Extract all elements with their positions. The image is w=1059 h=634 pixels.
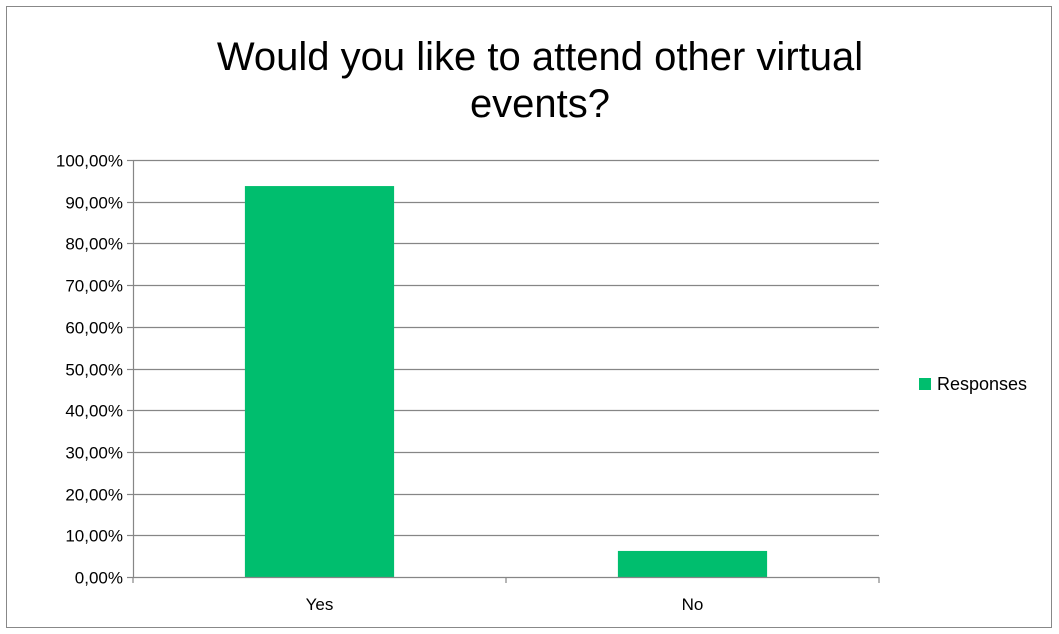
- y-tick-label: 90,00%: [65, 194, 123, 213]
- x-tick-label: Yes: [306, 595, 334, 614]
- chart-frame: [6, 6, 1052, 628]
- y-tick-label: 40,00%: [65, 402, 123, 421]
- chart-title-line-2: events?: [470, 82, 610, 126]
- legend-label-responses: Responses: [937, 374, 1027, 394]
- y-tick-label: 50,00%: [65, 361, 123, 380]
- y-tick-label: 30,00%: [65, 444, 123, 463]
- y-tick-label: 20,00%: [65, 486, 123, 505]
- y-tick-label: 70,00%: [65, 277, 123, 296]
- x-tick-label: No: [682, 595, 704, 614]
- bar-no: [617, 550, 768, 577]
- legend: Responses: [919, 374, 1027, 394]
- y-tick-label: 60,00%: [65, 319, 123, 338]
- bar-yes: [244, 186, 395, 577]
- y-tick-label: 10,00%: [65, 527, 123, 546]
- y-tick-label: 0,00%: [75, 569, 123, 588]
- axes: 0,00% 10,00% 20,00% 30,00% 40,00% 50,00% 60,00…: [56, 152, 880, 614]
- bars: [244, 186, 768, 577]
- legend-swatch-responses: [919, 378, 931, 390]
- y-tick-label: 80,00%: [65, 235, 123, 254]
- y-tick-label: 100,00%: [56, 152, 123, 171]
- chart-title-line-1: Would you like to attend other virtual: [217, 35, 863, 79]
